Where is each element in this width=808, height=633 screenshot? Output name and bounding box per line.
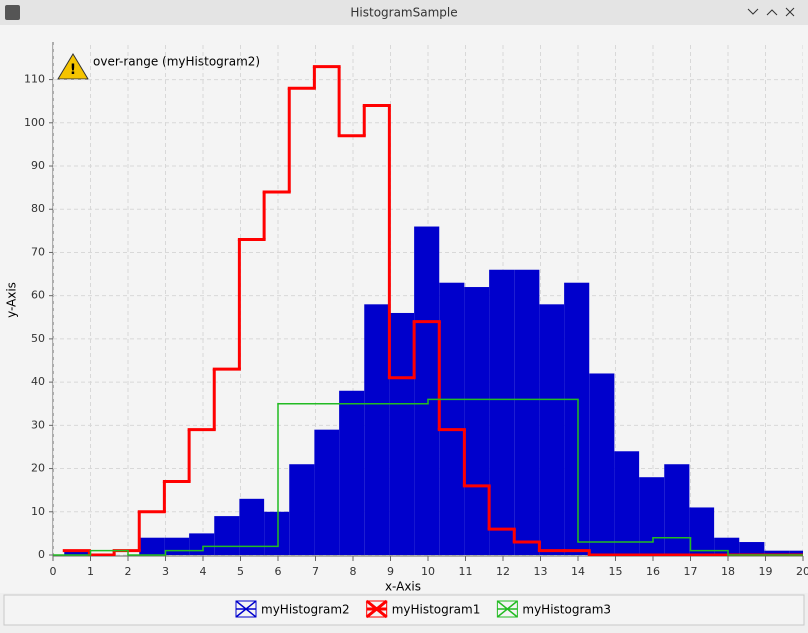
x-tick-label: 5 bbox=[237, 565, 244, 578]
x-tick-label: 19 bbox=[759, 565, 773, 578]
y-tick-label: 10 bbox=[31, 505, 45, 518]
app-icon[interactable] bbox=[5, 5, 20, 20]
warning-mark: ! bbox=[70, 62, 76, 78]
legend-glyph bbox=[496, 600, 518, 618]
histogram-bar bbox=[264, 511, 290, 555]
x-tick-label: 15 bbox=[609, 565, 623, 578]
warning-icon bbox=[57, 53, 89, 80]
legend-label[interactable]: myHistogram3 bbox=[522, 603, 611, 617]
legend-label[interactable]: myHistogram1 bbox=[392, 603, 481, 617]
x-tick-label: 0 bbox=[50, 565, 57, 578]
x-tick-label: 12 bbox=[496, 565, 510, 578]
histogram-bar bbox=[714, 537, 740, 555]
histogram-bar bbox=[664, 464, 690, 555]
window-title: HistogramSample bbox=[350, 6, 457, 20]
y-tick-label: 40 bbox=[31, 375, 45, 388]
histogram-bar bbox=[589, 373, 615, 555]
y-tick-label: 80 bbox=[31, 202, 45, 215]
x-tick-label: 4 bbox=[200, 565, 207, 578]
x-axis-label: x-Axis bbox=[385, 580, 421, 594]
x-tick-label: 14 bbox=[571, 565, 585, 578]
histogram-bar bbox=[764, 550, 790, 555]
x-tick-label: 2 bbox=[125, 565, 132, 578]
histogram-bar bbox=[539, 304, 565, 555]
y-tick-label: 60 bbox=[31, 289, 45, 302]
legend bbox=[3, 594, 805, 626]
x-tick-label: 11 bbox=[459, 565, 473, 578]
histogram-bar bbox=[139, 537, 165, 555]
histogram-bar bbox=[514, 269, 540, 555]
y-axis-label: y-Axis bbox=[5, 282, 19, 318]
x-tick-label: 9 bbox=[387, 565, 394, 578]
histogram-bar bbox=[314, 429, 340, 555]
annotation: over-range (myHistogram2) bbox=[93, 55, 260, 69]
histogram-bar bbox=[214, 516, 240, 555]
y-tick-label: 50 bbox=[31, 332, 45, 345]
histogram-bar bbox=[689, 507, 715, 555]
legend-label[interactable]: myHistogram2 bbox=[261, 603, 350, 617]
x-tick-label: 6 bbox=[275, 565, 282, 578]
histogram-bar bbox=[614, 451, 640, 555]
histogram-bar bbox=[489, 269, 515, 555]
histogram-bar bbox=[439, 282, 465, 555]
x-tick-label: 13 bbox=[534, 565, 548, 578]
minimize-button[interactable] bbox=[747, 8, 759, 15]
x-tick-label: 3 bbox=[162, 565, 169, 578]
histogram-bar bbox=[64, 550, 90, 555]
y-tick-label: 90 bbox=[31, 159, 45, 172]
legend-glyph bbox=[235, 600, 257, 618]
histogram-bar bbox=[639, 477, 665, 555]
histogram-bar bbox=[339, 390, 365, 555]
close-button[interactable] bbox=[785, 7, 795, 17]
maximize-button[interactable] bbox=[766, 9, 778, 16]
y-tick-label: 100 bbox=[24, 116, 45, 129]
histogram-bar bbox=[414, 226, 440, 555]
x-tick-label: 8 bbox=[350, 565, 357, 578]
x-tick-label: 1 bbox=[87, 565, 94, 578]
y-tick-label: 30 bbox=[31, 418, 45, 431]
y-tick-label: 0 bbox=[38, 548, 45, 561]
histogram-bar bbox=[739, 542, 765, 555]
y-tick-label: 70 bbox=[31, 245, 45, 258]
x-tick-label: 7 bbox=[312, 565, 319, 578]
histogram-bar bbox=[464, 287, 490, 555]
histogram-bar bbox=[364, 304, 390, 555]
histogram-bar bbox=[789, 550, 803, 555]
x-tick-label: 17 bbox=[684, 565, 698, 578]
y-tick-label: 20 bbox=[31, 462, 45, 475]
x-tick-label: 16 bbox=[646, 565, 660, 578]
y-tick-label: 110 bbox=[24, 73, 45, 86]
x-tick-label: 18 bbox=[721, 565, 735, 578]
x-tick-label: 10 bbox=[421, 565, 435, 578]
title-bar bbox=[0, 0, 808, 25]
histogram-bar bbox=[289, 464, 315, 555]
histogram-bar bbox=[164, 537, 190, 555]
histogram-bar bbox=[389, 312, 415, 555]
histogram-bar bbox=[564, 282, 590, 555]
plot bbox=[53, 45, 803, 556]
x-tick-label: 20 bbox=[796, 565, 808, 578]
legend-glyph bbox=[365, 599, 388, 619]
histogram-bar bbox=[189, 533, 215, 555]
